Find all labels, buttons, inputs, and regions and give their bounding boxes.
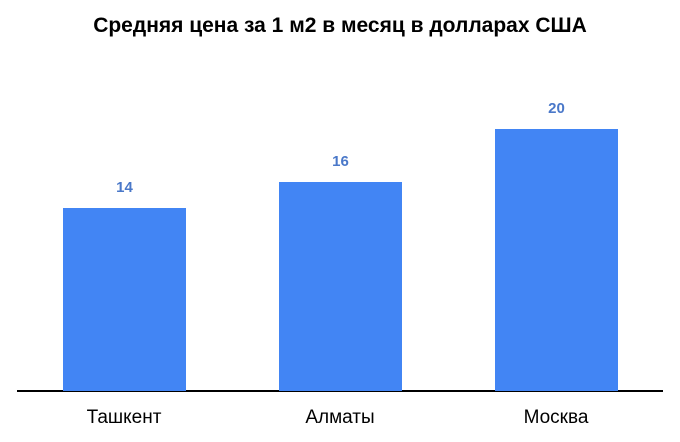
x-axis-line bbox=[17, 390, 663, 392]
category-label: Ташкент bbox=[86, 407, 162, 428]
bar-2 bbox=[495, 129, 618, 391]
category-label: Алматы bbox=[305, 407, 375, 428]
bar-1 bbox=[279, 182, 402, 391]
bar-0 bbox=[63, 208, 186, 391]
chart-title: Средняя цена за 1 м2 в месяц в долларах … bbox=[93, 14, 587, 37]
data-label: 16 bbox=[332, 153, 349, 170]
category-label: Москва bbox=[523, 407, 589, 428]
data-label: 20 bbox=[548, 100, 565, 117]
data-label: 14 bbox=[116, 179, 133, 196]
